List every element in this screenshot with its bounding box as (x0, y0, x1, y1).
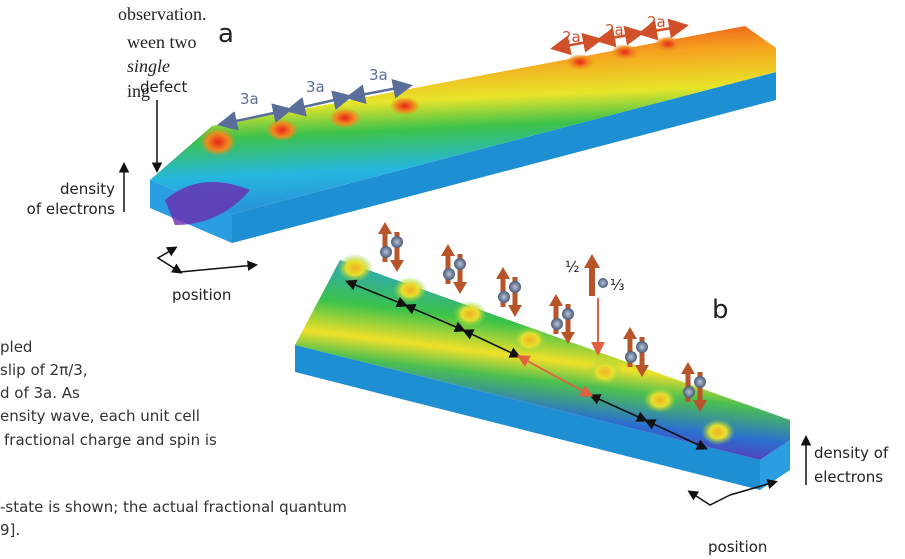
electron (562, 308, 574, 320)
spin-head (453, 282, 467, 294)
axis-label: position (708, 538, 767, 556)
axis-label: density (60, 180, 115, 198)
electron (636, 341, 648, 353)
caption-bottom: pled slip of 2π/3, d of 3a. As ensity wa… (0, 338, 347, 539)
bump (643, 387, 677, 413)
electron (498, 291, 510, 303)
caption-line: -state is shown; the actual fractional q… (0, 498, 347, 516)
fraction-label: ½ (565, 258, 580, 276)
caption-line: ween two (127, 32, 196, 52)
caption-line: single (127, 56, 170, 76)
electron (683, 386, 695, 398)
spacing-label: 3a (369, 66, 388, 84)
electron (454, 258, 466, 270)
axis-label: electrons (814, 468, 883, 486)
spacing-label: 3a (306, 78, 325, 96)
axis-arrow (158, 248, 180, 272)
axis-label: of electrons (27, 200, 116, 218)
spin-head (508, 305, 522, 317)
caption-line: fractional charge and spin is (4, 431, 217, 449)
caption-line: d of 3a. As (0, 384, 80, 402)
peak (611, 44, 639, 60)
peak (566, 54, 594, 70)
axis-label: position (172, 286, 231, 304)
spin-head (496, 267, 510, 279)
electron (694, 376, 706, 388)
caption-line: ensity wave, each unit cell (0, 407, 200, 425)
peak (329, 108, 361, 128)
spin-head (584, 254, 600, 268)
peak (390, 97, 420, 115)
electron (625, 351, 637, 363)
charge (598, 278, 608, 288)
spin-head (378, 222, 392, 234)
spin-head (681, 362, 695, 374)
electron (509, 281, 521, 293)
electron (551, 318, 563, 330)
spacing-label: 2a (647, 13, 666, 31)
bump (701, 419, 735, 445)
spacing-label: 3a (240, 90, 259, 108)
fraction-label: ⅓ (610, 276, 625, 294)
bump (393, 277, 427, 303)
bump (588, 359, 622, 385)
bump (513, 327, 547, 353)
caption-line: slip of 2π/3, (0, 361, 88, 379)
peak (654, 36, 682, 52)
axis-label: density of (814, 444, 889, 462)
spin-head (549, 294, 563, 306)
electron (443, 268, 455, 280)
electron (380, 246, 392, 258)
peak (266, 119, 298, 141)
spacing-label: 2a (562, 28, 581, 46)
axis-arrow (690, 492, 730, 505)
panel-label: b (712, 295, 729, 325)
spin-head (441, 244, 455, 256)
panel-b: ½ ⅓ b density of electrons position (295, 222, 889, 556)
defect-label: defect (140, 78, 188, 96)
panel-label: a (218, 19, 234, 49)
spin-head (390, 260, 404, 272)
bump (337, 254, 373, 282)
caption-line: pled (0, 338, 32, 356)
bump (453, 301, 487, 327)
axis-arrow (180, 265, 255, 272)
caption-line: 9]. (0, 521, 20, 539)
peak (200, 128, 236, 156)
spacing-label: 2a (605, 21, 624, 39)
electron (391, 236, 403, 248)
figure: observation. ween two single ing pled sl… (0, 0, 905, 559)
spin-head (623, 327, 637, 339)
caption-line: observation. (118, 4, 206, 24)
